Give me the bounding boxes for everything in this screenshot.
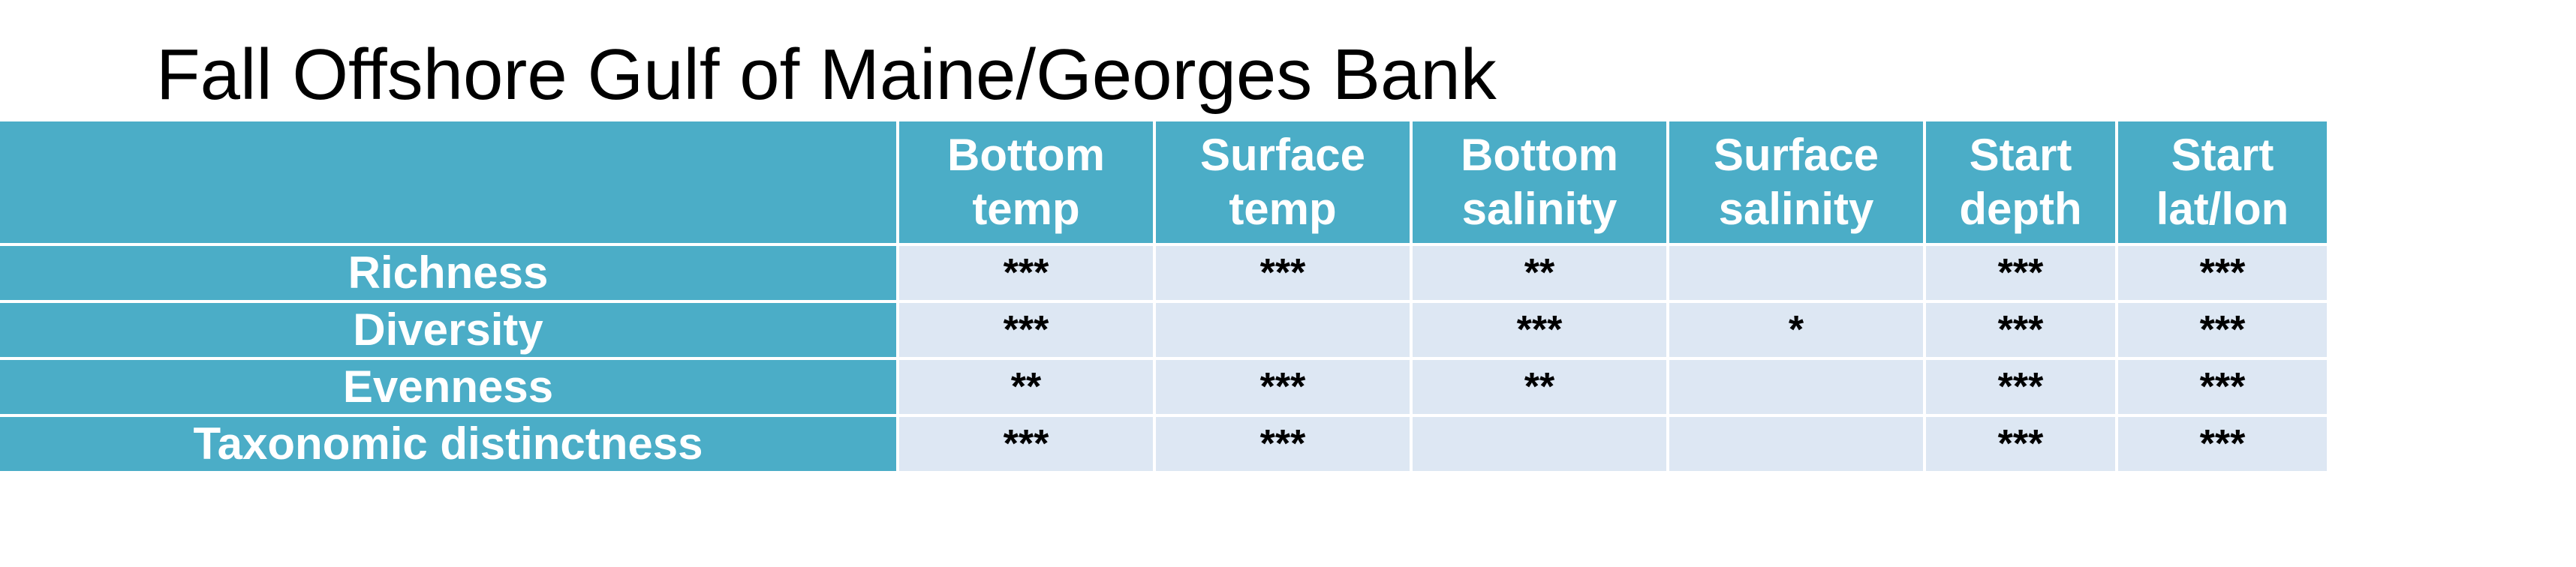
table-cell: * [1666,300,1926,360]
table-cell: *** [2115,414,2330,474]
table-cell: *** [896,414,1156,474]
column-header-line: Bottom [1461,130,1618,180]
column-header-line: salinity [1718,184,1874,234]
header-row: Bottom temp Surface temp Bottom salinity… [0,122,2330,246]
table-cell [1410,414,1669,474]
table-cell: *** [1923,300,2118,360]
table-cell: *** [1410,300,1669,360]
column-header-line: depth [1959,184,2082,234]
column-header-bottom-temp: Bottom temp [896,122,1156,246]
table-cell [1666,244,1926,303]
table-row-diversity: Diversity *** *** * *** *** [0,300,2330,360]
page-title: Fall Offshore Gulf of Maine/Georges Bank [156,34,1497,115]
table-cell [1666,357,1926,417]
corner-cell [0,122,899,246]
table-cell: *** [896,244,1156,303]
row-label: Richness [0,244,899,303]
table-cell: *** [896,300,1156,360]
column-header-surface-salinity: Surface salinity [1666,122,1926,246]
column-header-line: Start [1969,130,2072,180]
table-row-taxonomic-distinctness: Taxonomic distinctness *** *** *** *** [0,414,2330,474]
column-header-line: Bottom [947,130,1105,180]
table-cell [1666,414,1926,474]
column-header-line: Surface [1713,130,1879,180]
column-header-start-lat-lon: Start lat/lon [2115,122,2330,246]
row-label: Evenness [0,357,899,417]
table-row-richness: Richness *** *** ** *** *** [0,244,2330,303]
column-header-line: salinity [1461,184,1618,234]
table-cell: ** [1410,244,1669,303]
column-header-bottom-salinity: Bottom salinity [1410,122,1669,246]
column-header-start-depth: Start depth [1923,122,2118,246]
table-cell: *** [2115,300,2330,360]
table-cell: *** [1153,244,1413,303]
row-label: Diversity [0,300,899,360]
table-cell: ** [896,357,1156,417]
table-cell: *** [1923,244,2118,303]
column-header-line: temp [972,184,1080,234]
table-cell: *** [1923,414,2118,474]
column-header-line: lat/lon [2156,184,2289,234]
table-cell: ** [1410,357,1669,417]
table-cell: *** [1923,357,2118,417]
significance-table: Bottom temp Surface temp Bottom salinity… [0,122,2330,474]
column-header-line: Surface [1199,130,1366,180]
column-header-line: temp [1229,184,1337,234]
row-label: Taxonomic distinctness [0,414,899,474]
table-cell: *** [2115,244,2330,303]
column-header-line: Start [2171,130,2274,180]
table-cell: *** [1153,414,1413,474]
table-cell: *** [2115,357,2330,417]
table-row-evenness: Evenness ** *** ** *** *** [0,357,2330,417]
table-cell [1153,300,1413,360]
table-cell: *** [1153,357,1413,417]
column-header-surface-temp: Surface temp [1153,122,1413,246]
